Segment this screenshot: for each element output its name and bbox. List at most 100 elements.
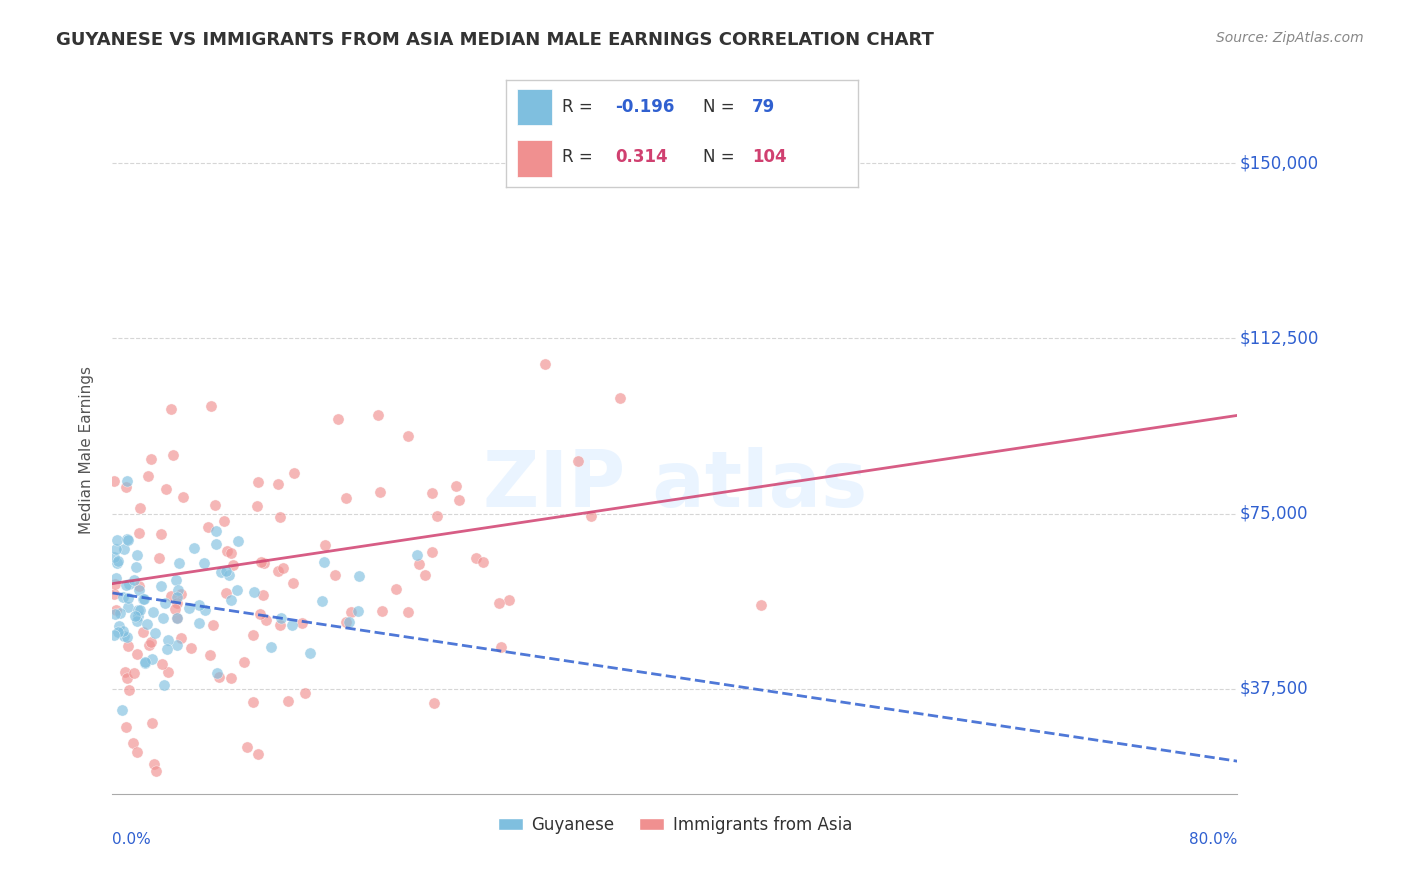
Point bbox=[406, 548, 429, 562]
Point bbox=[347, 604, 370, 618]
Text: 79: 79 bbox=[752, 98, 776, 116]
Point bbox=[132, 591, 155, 606]
Point bbox=[167, 556, 190, 570]
Point bbox=[150, 526, 173, 541]
Point bbox=[232, 655, 254, 669]
Text: $150,000: $150,000 bbox=[1240, 154, 1319, 172]
Point bbox=[153, 678, 176, 692]
Point bbox=[465, 550, 488, 565]
Text: 0.314: 0.314 bbox=[616, 148, 668, 166]
Point bbox=[219, 546, 242, 560]
Point bbox=[323, 568, 346, 582]
Point bbox=[128, 501, 150, 516]
Point bbox=[141, 635, 163, 649]
Point bbox=[141, 652, 163, 666]
Point bbox=[326, 412, 349, 426]
Point bbox=[314, 538, 336, 552]
Point bbox=[242, 695, 264, 709]
Point bbox=[339, 615, 361, 630]
Point bbox=[155, 482, 177, 496]
Point bbox=[112, 541, 135, 556]
Point bbox=[269, 509, 291, 524]
Point bbox=[104, 576, 127, 591]
Point bbox=[267, 477, 290, 491]
Point bbox=[136, 616, 159, 631]
Point bbox=[415, 567, 437, 582]
Point bbox=[148, 551, 170, 566]
Point bbox=[270, 611, 292, 625]
Point bbox=[253, 556, 276, 570]
Point bbox=[103, 587, 125, 601]
Point bbox=[104, 542, 127, 557]
Text: Source: ZipAtlas.com: Source: ZipAtlas.com bbox=[1216, 31, 1364, 45]
Point bbox=[127, 647, 149, 661]
Point bbox=[112, 591, 135, 605]
Point bbox=[128, 582, 150, 597]
Point bbox=[280, 617, 302, 632]
Point bbox=[260, 640, 283, 655]
Point bbox=[187, 615, 209, 630]
Point bbox=[122, 666, 145, 681]
Point bbox=[156, 665, 179, 680]
Point bbox=[143, 626, 166, 640]
Point bbox=[202, 618, 225, 632]
Point bbox=[139, 452, 162, 467]
Point bbox=[335, 615, 357, 630]
Point bbox=[157, 633, 180, 648]
Point bbox=[609, 392, 631, 406]
Point bbox=[122, 573, 145, 587]
Point bbox=[115, 474, 138, 488]
Point bbox=[489, 640, 512, 654]
Point bbox=[104, 607, 127, 622]
Point bbox=[385, 582, 408, 597]
Point bbox=[125, 548, 148, 562]
Point bbox=[311, 593, 333, 607]
Point bbox=[215, 544, 238, 558]
Point bbox=[200, 648, 222, 662]
Point bbox=[294, 686, 316, 700]
Point bbox=[149, 578, 172, 592]
Point bbox=[136, 468, 159, 483]
Point bbox=[447, 492, 470, 507]
Text: N =: N = bbox=[703, 98, 740, 116]
Point bbox=[108, 618, 131, 632]
Text: 80.0%: 80.0% bbox=[1189, 831, 1237, 847]
Point bbox=[426, 508, 449, 523]
Point bbox=[103, 549, 125, 564]
Point bbox=[444, 479, 467, 493]
Point bbox=[204, 498, 226, 512]
Point bbox=[115, 480, 138, 494]
Point bbox=[396, 429, 419, 443]
Point bbox=[115, 671, 138, 685]
Point bbox=[420, 486, 443, 500]
Y-axis label: Median Male Earnings: Median Male Earnings bbox=[79, 367, 94, 534]
Point bbox=[124, 609, 146, 624]
Point bbox=[150, 657, 173, 672]
Point bbox=[254, 613, 277, 627]
Text: R =: R = bbox=[562, 98, 599, 116]
Point bbox=[215, 586, 238, 600]
Point bbox=[170, 586, 193, 600]
Point bbox=[188, 598, 211, 612]
Point bbox=[205, 537, 228, 551]
Point bbox=[219, 671, 242, 685]
Point bbox=[207, 670, 229, 684]
Point bbox=[207, 666, 229, 681]
Point bbox=[166, 590, 188, 604]
Point bbox=[159, 402, 181, 417]
Point bbox=[160, 590, 183, 604]
Point bbox=[172, 490, 194, 504]
Point bbox=[314, 555, 336, 569]
Point bbox=[225, 582, 247, 597]
Text: N =: N = bbox=[703, 148, 740, 166]
Text: 0.0%: 0.0% bbox=[112, 831, 152, 847]
Point bbox=[108, 607, 131, 621]
Point bbox=[252, 588, 274, 602]
Point bbox=[165, 573, 187, 587]
Point bbox=[166, 611, 188, 625]
Point bbox=[246, 500, 269, 514]
Point bbox=[205, 524, 228, 538]
Point bbox=[104, 571, 127, 585]
Point bbox=[103, 628, 125, 642]
Point bbox=[247, 747, 270, 761]
